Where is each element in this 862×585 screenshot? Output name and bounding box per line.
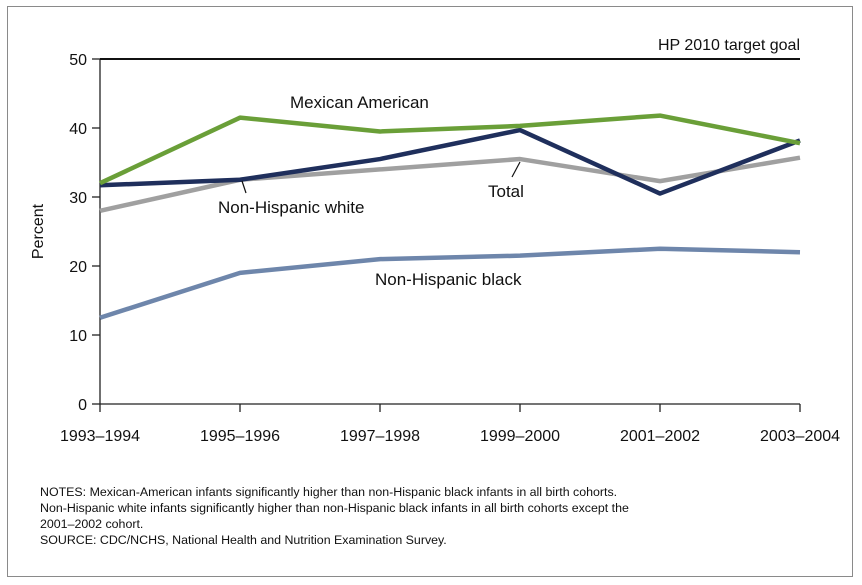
notes-line-2: Non-Hispanic white infants significantly… xyxy=(40,501,629,515)
series-line-1 xyxy=(99,246,801,320)
x-tick-label: 2003–2004 xyxy=(760,428,840,445)
series-label-leader xyxy=(241,180,247,194)
x-tick-label: 1999–2000 xyxy=(480,428,560,445)
series-line-0 xyxy=(99,155,801,213)
line-chart: 0 10 20 30 40 50 1993–1994 1995–1996 1997–1998 19… xyxy=(30,37,840,445)
y-tick-label: 50 xyxy=(69,52,87,69)
y-axis-label: Percent xyxy=(30,203,47,259)
series-line-2 xyxy=(99,127,801,196)
series-label-3: Non-Hispanic black xyxy=(375,270,522,289)
source-note: SOURCE: CDC/NCHS, National Health and Nu… xyxy=(40,533,447,547)
y-tick-label: 10 xyxy=(69,328,87,345)
figure-frame xyxy=(7,6,853,577)
y-tick-label: 40 xyxy=(69,121,87,138)
chart-notes: NOTES: Mexican-American infants signific… xyxy=(40,484,840,548)
chart-axes: 0 10 20 30 40 50 1993–1994 1995–1996 1997–1998 19… xyxy=(30,52,840,445)
y-tick-label: 0 xyxy=(78,397,87,414)
y-tick-label: 20 xyxy=(69,259,87,276)
y-tick-label: 30 xyxy=(69,190,87,207)
series-label-0: Mexican American xyxy=(290,93,429,112)
series-label-leader xyxy=(511,161,521,178)
series-line-3 xyxy=(99,113,801,186)
x-tick-label: 1993–1994 xyxy=(60,428,140,445)
x-tick-label: 2001–2002 xyxy=(620,428,700,445)
series-label-2: Total xyxy=(488,182,524,201)
notes-line-3: 2001–2002 cohort. xyxy=(40,517,144,531)
chart-labels: HP 2010 target goal Mexican American Non-H… xyxy=(218,37,800,289)
notes-line-1: NOTES: Mexican-American infants signific… xyxy=(40,485,618,499)
x-tick-label: 1997–1998 xyxy=(340,428,420,445)
target-goal-label: HP 2010 target goal xyxy=(658,37,800,54)
series-label-1: Non-Hispanic white xyxy=(218,198,364,217)
chart-series-lines xyxy=(99,113,801,320)
x-tick-label: 1995–1996 xyxy=(200,428,280,445)
